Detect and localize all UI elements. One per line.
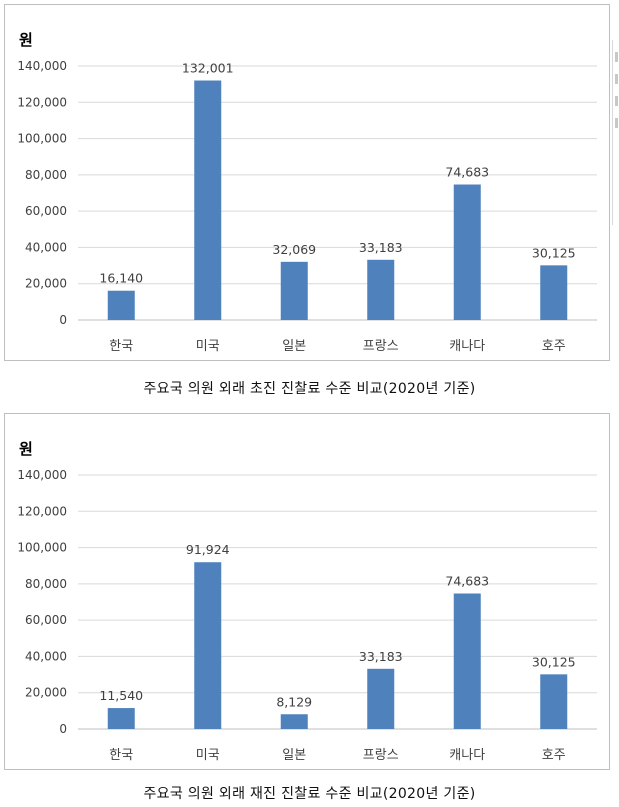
bar-value-label: 74,683 <box>445 165 489 180</box>
chart-panel-first-visit: 원 0 20,000 40,000 60,000 80,000 100,000 120,000… <box>4 4 610 361</box>
chart-caption-revisit: 주요국 의원 외래 재진 진찰료 수준 비교(2020년 기준) <box>143 786 476 802</box>
bar-value-label: 91,924 <box>186 542 230 557</box>
bar <box>453 184 481 320</box>
y-tick-label: 20,000 <box>25 277 67 291</box>
x-category-label: 호주 <box>542 339 566 354</box>
y-tick-label: 140,000 <box>17 59 67 73</box>
y-tick-label: 20,000 <box>25 686 67 700</box>
y-axis-unit-label: 원 <box>19 31 33 49</box>
bar <box>540 265 568 320</box>
x-category-label: 한국 <box>109 748 133 763</box>
cropped-edge-artifact <box>612 40 619 225</box>
x-category-label: 프랑스 <box>363 339 399 354</box>
bar <box>453 593 481 729</box>
bar <box>107 708 135 729</box>
bar-value-label: 33,183 <box>359 240 403 255</box>
bar-value-label: 30,125 <box>532 245 576 260</box>
x-category-label: 미국 <box>196 339 220 354</box>
y-tick-label: 80,000 <box>25 168 67 182</box>
y-tick-label: 60,000 <box>25 204 67 218</box>
x-category-label: 캐나다 <box>449 339 485 354</box>
bar <box>280 261 308 320</box>
y-tick-label: 0 <box>59 313 67 327</box>
y-tick-label: 100,000 <box>17 541 67 555</box>
y-axis-unit-label: 원 <box>19 440 33 458</box>
bar-value-label: 8,129 <box>276 694 312 709</box>
bar <box>367 259 395 320</box>
chart-revisit: 원 0 20,000 40,000 60,000 80,000 100,000 120,000… <box>17 440 597 763</box>
bar-value-label: 33,183 <box>359 649 403 664</box>
bar <box>367 668 395 729</box>
y-tick-label: 80,000 <box>25 577 67 591</box>
x-category-label: 미국 <box>196 748 220 763</box>
bar-value-label: 74,683 <box>445 574 489 589</box>
bar-value-label: 132,001 <box>182 61 234 76</box>
chart-caption-first-visit: 주요국 의원 외래 초진 진찰료 수준 비교(2020년 기준) <box>143 381 476 397</box>
bar <box>540 674 568 729</box>
y-tick-label: 140,000 <box>17 468 67 482</box>
x-category-label: 프랑스 <box>363 748 399 763</box>
bar-value-label: 32,069 <box>272 242 316 257</box>
y-tick-label: 120,000 <box>17 504 67 518</box>
bar-value-label: 16,140 <box>99 271 143 286</box>
x-category-label: 캐나다 <box>449 748 485 763</box>
y-tick-label: 40,000 <box>25 649 67 663</box>
x-category-label: 한국 <box>109 339 133 354</box>
x-category-label: 호주 <box>542 748 566 763</box>
y-tick-label: 40,000 <box>25 240 67 254</box>
bar-value-label: 11,540 <box>99 688 143 703</box>
y-tick-label: 120,000 <box>17 95 67 109</box>
y-tick-label: 0 <box>59 722 67 736</box>
y-tick-label: 60,000 <box>25 613 67 627</box>
bar-value-label: 30,125 <box>532 654 576 669</box>
x-category-label: 일본 <box>282 339 306 354</box>
bar <box>107 290 135 320</box>
y-tick-label: 100,000 <box>17 132 67 146</box>
x-category-label: 일본 <box>282 748 306 763</box>
bar <box>280 714 308 729</box>
bar <box>194 562 222 729</box>
chart-first-visit: 원 0 20,000 40,000 60,000 80,000 100,000 120,000… <box>17 31 597 354</box>
chart-panel-revisit: 원 0 20,000 40,000 60,000 80,000 100,000 120,000… <box>4 413 610 770</box>
bar <box>194 80 222 320</box>
